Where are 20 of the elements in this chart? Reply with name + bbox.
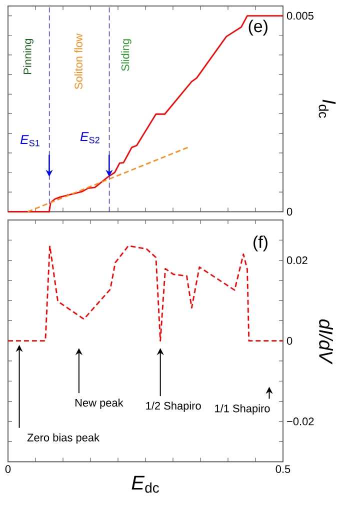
annotation: E$_{S2}$ xyxy=(80,132,100,144)
y-tick-label: 0 xyxy=(286,336,292,345)
annotation: 1/2 Shapiro xyxy=(146,402,201,412)
x-axis-title: E$_{dc}$ xyxy=(132,476,160,493)
annotation: Sliding xyxy=(121,39,132,71)
y-tick-label: −0.02 xyxy=(287,418,314,426)
y-tick-label: 0 xyxy=(286,208,292,216)
annotation: (f) xyxy=(254,236,268,252)
annotation: New peak xyxy=(76,398,124,409)
y-axis-title: I$_{dc}$ xyxy=(318,100,336,118)
annotation: E$_{S1}$ xyxy=(20,135,40,146)
annotation: 1/1 Shapiro xyxy=(215,404,270,414)
y-tick-label: 0.02 xyxy=(286,256,308,264)
annotation: Soliton flow xyxy=(74,34,82,90)
annotation: Zero bias peak xyxy=(27,433,100,444)
annotation: Pinning xyxy=(23,39,34,74)
annotation: (e) xyxy=(248,20,268,36)
x-tick-label: 0.5 xyxy=(276,465,290,473)
y-tick-label: 0.005 xyxy=(286,12,314,20)
y-axis-title: dI/dV xyxy=(319,319,334,364)
